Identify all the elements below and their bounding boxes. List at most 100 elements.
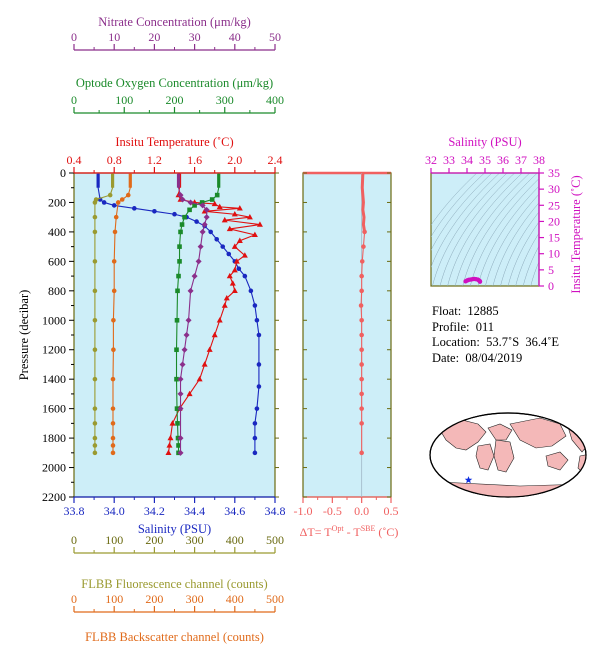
fluorescence-point [92,450,98,456]
nitrate-point [203,206,210,213]
temperature-point [201,361,208,367]
fluorescence-series [92,173,115,456]
salinity-point [252,421,258,426]
temperature-point [236,205,243,211]
delta-t-point [358,303,364,308]
temperature-point [221,216,228,223]
temperature-point [221,302,228,308]
map-continent [487,423,513,441]
world-map [429,412,587,498]
salinity-point [194,219,199,224]
backscatter-point [111,259,117,264]
location: Location: 53.7˚S 36.4˚E [432,335,560,349]
salinity-axis: 33.8 34.0 34.2 34.4 34.6 34.8 Salinity (PSU) [64,496,286,536]
oxygen-point [174,376,179,382]
nitrate-axis: 0 10 20 30 40 50 Nitrate Concentration (μm/kg) [71,15,281,51]
main-profile-panel: 0200400600800100012001400160018002000220… [17,15,286,644]
ts-contour [507,221,539,286]
pressure-tick-label: 2000 [42,461,66,475]
fluorescence-point [92,214,98,220]
ts-temperature-axis-label: Insitu Temperature (˚C) [569,175,583,293]
ts-salinity-tick-label: 33 [443,153,455,167]
ts-salinity-tick-label: 35 [479,153,491,167]
oxygen-point [179,222,185,227]
fluorescence-tick-label: 100 [105,533,123,547]
float-info: Float: 12885 Profile: 011 Location: 53.7… [432,304,559,366]
map-continent [493,439,515,473]
oxygen-point [209,197,215,202]
nitrate-point [179,196,186,203]
ts-contour [500,211,539,286]
nitrate-tick-label: 40 [229,30,241,44]
pressure-tick-label: 1200 [42,343,66,357]
backscatter-tick-label: 100 [105,592,123,606]
temperature-axis: 0.4 0.8 1.2 1.6 2.0 2.4 Insitu Temperature (˚C… [67,135,283,174]
temperature-point [231,243,238,249]
backscatter-point [110,443,116,448]
ts-temperature-tick-label: 35 [548,166,560,180]
pressure-tick-label: 1000 [42,313,66,327]
oxygen-point [178,229,183,235]
date: Date: 08/04/2019 [432,350,523,365]
delta-t-point [359,391,364,397]
oxygen-point [174,347,179,353]
temperature-tick-label: 0.8 [107,153,122,167]
ts-contour [492,202,539,286]
main-plot-area [73,172,276,498]
float-id: Float: 12885 [432,304,499,318]
oxygen-point [214,192,220,198]
ts-temperature-tick-label: 0 [548,279,554,293]
ts-salinity-tick-label: 36 [497,153,509,167]
temperature-tick-label: 1.2 [147,153,162,167]
delta-t-point [362,229,367,235]
oxygen-axis-label: Optode Oxygen Concentration (μm/kg) [76,76,273,90]
salinity-tick-label: 34.6 [224,504,245,518]
temperature-point [206,346,213,352]
fluorescence-axis: 0 100 200 300 400 500 FLBB Fluorescence channe… [71,533,284,591]
oxygen-point [177,244,182,249]
backscatter-tick-label: 200 [145,592,163,606]
delta-t-point [359,317,364,323]
ts-salinity-tick-label: 34 [461,153,473,167]
ts-contour [462,173,538,286]
delta-t-plot-area [302,172,392,498]
fluorescence-axis-label: FLBB Fluorescence channel (counts) [81,577,267,591]
fluorescence-point [92,259,98,264]
salinity-point [172,211,177,217]
delta-t-tick-label: 0.0 [354,504,369,518]
temperature-point [165,449,172,456]
salinity-point [214,236,220,242]
salinity-tick-label: 34.8 [265,504,286,518]
salinity-point [254,406,260,411]
salinity-tick-label: 34.2 [144,504,165,518]
oxygen-point [174,406,180,411]
backscatter-tick-label: 0 [71,592,77,606]
temperature-axis-label: Insitu Temperature (˚C) [115,135,233,149]
oxygen-tick-label: 0 [71,93,77,107]
temperature-point [211,331,218,338]
backscatter-tick-label: 300 [186,592,204,606]
nitrate-point [187,287,194,294]
nitrate-point [177,192,184,199]
ts-diagram-panel: 32 33 34 35 36 37 38 Salinity (PSU) 0 5 10 15 20 25 30… [425,135,583,294]
fluorescence-point [92,406,98,411]
temperature-point [216,317,223,323]
oxygen-axis: 0 100 200 300 400 Optode Oxygen Concentration… [71,76,284,114]
ts-plot-area [430,172,540,287]
ts-contour [439,173,516,286]
salinity-point [248,288,254,294]
temperature-point [211,200,218,207]
salinity-point [101,200,107,205]
delta-t-point [359,288,364,294]
delta-t-point [359,259,365,264]
backscatter-tick-label: 400 [226,592,244,606]
temperature-point [231,267,238,273]
ts-temperature-tick-label: 30 [548,182,560,196]
pressure-tick-label: 1800 [42,431,66,445]
temperature-point [167,434,174,441]
temperature-point [169,420,176,426]
oxygen-point [182,214,187,220]
nitrate-axis-label: Nitrate Concentration (μm/kg) [98,15,251,29]
temperature-point [186,390,193,397]
